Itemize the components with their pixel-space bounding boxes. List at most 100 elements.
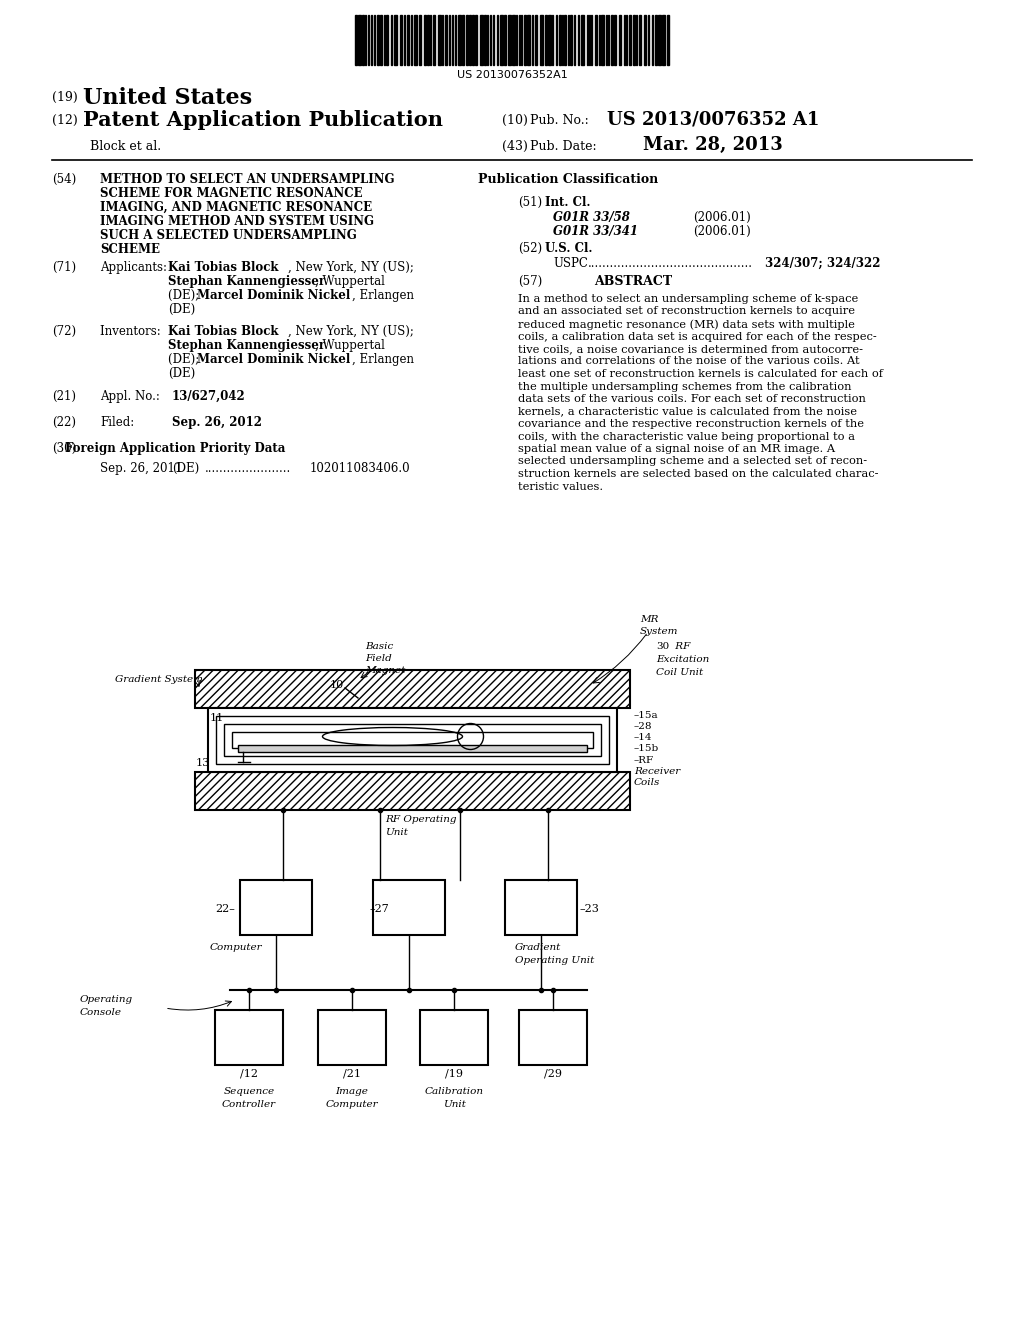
Text: /29: /29 <box>544 1068 562 1078</box>
Text: G01R 33/341: G01R 33/341 <box>553 224 638 238</box>
Bar <box>380 15 382 65</box>
Bar <box>535 15 537 65</box>
Bar <box>524 15 526 65</box>
Text: Publication Classification: Publication Classification <box>478 173 658 186</box>
Text: Inventors:: Inventors: <box>100 325 165 338</box>
Text: selected undersampling scheme and a selected set of recon-: selected undersampling scheme and a sele… <box>518 457 867 466</box>
Text: (71): (71) <box>52 261 76 275</box>
Text: (DE);: (DE); <box>168 289 203 302</box>
Bar <box>407 15 409 65</box>
Text: Kai Tobias Block: Kai Tobias Block <box>168 325 279 338</box>
Bar <box>208 708 617 772</box>
Bar <box>564 15 566 65</box>
Bar <box>614 15 616 65</box>
Text: Computer: Computer <box>326 1100 378 1109</box>
Text: teristic values.: teristic values. <box>518 482 603 491</box>
Bar <box>427 15 429 65</box>
Text: , Erlangen: , Erlangen <box>352 352 414 366</box>
Bar <box>414 15 417 65</box>
Text: reduced magnetic resonance (MR) data sets with multiple: reduced magnetic resonance (MR) data set… <box>518 319 855 330</box>
Bar <box>658 15 662 65</box>
Text: lations and correlations of the noise of the various coils. At: lations and correlations of the noise of… <box>518 356 859 367</box>
Text: 102011083406.0: 102011083406.0 <box>310 462 411 475</box>
Bar <box>540 15 543 65</box>
Bar <box>462 15 464 65</box>
Bar <box>445 15 447 65</box>
Text: US 20130076352A1: US 20130076352A1 <box>457 70 567 81</box>
Text: (43): (43) <box>502 140 528 153</box>
Bar <box>318 1010 386 1065</box>
Text: Unit: Unit <box>442 1100 466 1109</box>
Bar <box>595 15 597 65</box>
Bar <box>570 15 572 65</box>
Text: Magnet: Magnet <box>365 667 406 675</box>
Text: IMAGING METHOD AND SYSTEM USING: IMAGING METHOD AND SYSTEM USING <box>100 215 374 228</box>
Text: Patent Application Publication: Patent Application Publication <box>83 110 443 129</box>
Text: (57): (57) <box>518 275 543 288</box>
Text: Basic: Basic <box>365 642 393 651</box>
Text: Console: Console <box>80 1008 122 1016</box>
Text: –15b: –15b <box>634 744 659 752</box>
Text: 324/307; 324/322: 324/307; 324/322 <box>765 257 881 271</box>
Text: covariance and the respective reconstruction kernels of the: covariance and the respective reconstruc… <box>518 418 864 429</box>
Text: Computer: Computer <box>210 942 262 952</box>
Text: U.S. Cl.: U.S. Cl. <box>545 242 593 255</box>
Text: , Erlangen: , Erlangen <box>352 289 414 302</box>
Text: Gradient System: Gradient System <box>115 675 203 684</box>
Bar <box>400 15 402 65</box>
Text: (54): (54) <box>52 173 76 186</box>
Text: Receiver: Receiver <box>634 767 680 776</box>
Text: (72): (72) <box>52 325 76 338</box>
Text: Coil Unit: Coil Unit <box>656 668 703 677</box>
Text: In a method to select an undersampling scheme of k-space: In a method to select an undersampling s… <box>518 294 858 304</box>
Text: SUCH A SELECTED UNDERSAMPLING: SUCH A SELECTED UNDERSAMPLING <box>100 228 356 242</box>
Text: , New York, NY (US);: , New York, NY (US); <box>288 261 414 275</box>
Text: Mar. 28, 2013: Mar. 28, 2013 <box>643 136 782 154</box>
Text: 11: 11 <box>210 713 224 723</box>
Bar <box>394 15 397 65</box>
Bar <box>519 1010 587 1065</box>
Bar <box>195 772 630 810</box>
Text: /12: /12 <box>240 1068 258 1078</box>
Text: Kai Tobias Block: Kai Tobias Block <box>168 261 279 275</box>
Text: (52): (52) <box>518 242 542 255</box>
Bar <box>438 15 441 65</box>
Text: METHOD TO SELECT AN UNDERSAMPLING: METHOD TO SELECT AN UNDERSAMPLING <box>100 173 394 186</box>
Bar <box>215 1010 283 1065</box>
Bar <box>512 15 515 65</box>
Bar <box>480 15 483 65</box>
Text: spatial mean value of a signal noise of an MR image. A: spatial mean value of a signal noise of … <box>518 444 836 454</box>
Bar <box>195 671 630 708</box>
Text: Unit: Unit <box>385 828 408 837</box>
Text: Sep. 26, 2012: Sep. 26, 2012 <box>172 416 262 429</box>
Text: –14: –14 <box>634 733 652 742</box>
Text: US 2013/0076352 A1: US 2013/0076352 A1 <box>607 110 819 128</box>
Bar <box>629 15 631 65</box>
Text: Excitation: Excitation <box>656 655 710 664</box>
Bar <box>581 15 584 65</box>
Text: /19: /19 <box>445 1068 463 1078</box>
Text: least one set of reconstruction kernels is calculated for each of: least one set of reconstruction kernels … <box>518 370 883 379</box>
Bar <box>238 744 587 751</box>
Bar <box>655 15 657 65</box>
Text: tive coils, a noise covariance is determined from autocorre-: tive coils, a noise covariance is determ… <box>518 345 863 354</box>
Text: Marcel Dominik Nickel: Marcel Dominik Nickel <box>197 352 350 366</box>
Text: –15a: –15a <box>634 711 658 719</box>
Text: Marcel Dominik Nickel: Marcel Dominik Nickel <box>197 289 350 302</box>
Text: (DE);: (DE); <box>168 352 203 366</box>
Text: –27: –27 <box>370 903 390 913</box>
Text: Sep. 26, 2011: Sep. 26, 2011 <box>100 462 182 475</box>
Text: SCHEME: SCHEME <box>100 243 160 256</box>
Text: Field: Field <box>365 653 392 663</box>
Text: SCHEME FOR MAGNETIC RESONANCE: SCHEME FOR MAGNETIC RESONANCE <box>100 187 362 201</box>
Text: Gradient: Gradient <box>515 942 561 952</box>
Text: 10: 10 <box>330 680 344 690</box>
Bar <box>377 15 379 65</box>
Text: kernels, a characteristic value is calculated from the noise: kernels, a characteristic value is calcu… <box>518 407 857 417</box>
Bar <box>469 15 471 65</box>
Bar <box>618 15 621 65</box>
Text: Calibration: Calibration <box>425 1086 483 1096</box>
Text: (DE): (DE) <box>168 304 196 315</box>
Bar <box>355 15 357 65</box>
Text: ............................................: ........................................… <box>588 257 753 271</box>
